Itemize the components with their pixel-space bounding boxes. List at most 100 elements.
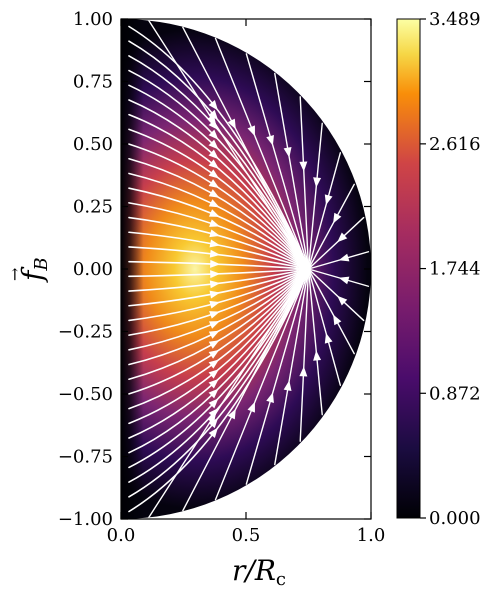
streamline-arrow <box>208 139 219 150</box>
streamline-inflow <box>307 268 370 287</box>
streamline-arrow <box>208 189 220 198</box>
streamline-inflow <box>307 268 365 322</box>
streamline-arrow <box>299 161 308 172</box>
x-tick-label: 0.5 <box>232 525 261 546</box>
y-tick-label: −0.25 <box>58 322 113 343</box>
streamline <box>128 260 310 270</box>
streamline-arrow <box>208 169 220 179</box>
streamline-arrow <box>210 270 221 279</box>
y-tick-label: 0.75 <box>73 72 113 93</box>
streamline-arrow <box>299 366 308 377</box>
streamline-arrow <box>313 350 322 361</box>
streamline <box>128 246 310 270</box>
streamline <box>128 268 310 469</box>
streamline-inflow <box>307 122 323 270</box>
streamline <box>128 268 310 292</box>
streamline-arrow <box>208 330 220 339</box>
streamline-arrow <box>283 147 292 158</box>
streamline-arrow <box>208 378 219 389</box>
streamline-arrow <box>209 219 220 227</box>
streamline-inflow <box>299 96 310 270</box>
streamline-inflow <box>148 268 310 518</box>
streamline <box>128 268 310 322</box>
colorbar-tick-label: 2.616 <box>429 134 481 155</box>
streamline <box>128 113 310 270</box>
colorbar-ticks: 3.489 2.616 1.744 0.872 0.000 <box>420 9 481 529</box>
streamline-arrow <box>266 392 274 404</box>
streamline-arrow <box>208 340 220 349</box>
colorbar <box>396 18 421 519</box>
streamline-inflow <box>299 268 310 442</box>
streamline <box>128 268 310 439</box>
streamline-arrow <box>208 359 220 369</box>
streamline-arrow <box>333 314 342 326</box>
streamline-arrow <box>209 280 221 289</box>
heatmap-field <box>121 19 371 519</box>
x-tick-label: 0.0 <box>107 525 136 546</box>
y-tick-label: −0.50 <box>58 384 113 405</box>
streamline-inflow <box>307 268 323 416</box>
streamline <box>128 268 310 278</box>
streamline <box>128 216 310 270</box>
streamline-arrow <box>324 332 333 344</box>
streamline-arrow <box>209 239 221 248</box>
streamline-inflow <box>274 72 310 270</box>
streamline <box>128 128 310 270</box>
streamline-arrow <box>227 408 236 420</box>
streamline-arrow <box>313 177 322 188</box>
streamline-arrow <box>208 179 220 189</box>
streamline-arrow <box>208 149 219 160</box>
streamline-arrow <box>208 398 219 409</box>
x-axis-label: r/Rc <box>232 554 286 590</box>
streamline-inflow <box>307 268 355 355</box>
y-tick-label: 1.00 <box>73 9 113 30</box>
streamline-inflow <box>274 268 310 466</box>
streamline <box>128 99 310 270</box>
colorbar-tick-label: 1.744 <box>429 259 481 280</box>
streamline-arrow <box>210 259 221 268</box>
streamline-arrow <box>338 276 350 285</box>
streamline <box>128 143 310 270</box>
x-tick-label: 1.0 <box>357 525 386 546</box>
streamline-arrow <box>208 209 220 217</box>
streamline-arrow <box>247 401 255 413</box>
streamline <box>128 268 310 366</box>
streamline-arrow <box>209 311 220 319</box>
streamline <box>128 187 310 270</box>
streamline-inflow <box>148 20 310 270</box>
streamline-arrow <box>208 99 218 111</box>
streamline <box>128 202 310 270</box>
streamline-inflow <box>307 183 355 270</box>
streamline-arrow <box>337 295 348 306</box>
streamline <box>128 268 310 395</box>
streamline-arrow <box>208 119 219 130</box>
streamline-inflow <box>307 152 342 270</box>
vector-arrow-icon: → <box>5 268 24 281</box>
streamline-arrow <box>208 388 219 399</box>
streamline <box>128 268 310 336</box>
streamline-inflow <box>245 53 310 270</box>
colorbar-tick-label: 0.872 <box>429 383 481 404</box>
streamline <box>128 231 310 270</box>
streamline <box>128 268 310 381</box>
streamline <box>128 172 310 270</box>
y-tick-label: 0.50 <box>73 134 113 155</box>
streamline <box>128 268 310 425</box>
streamline-arrow <box>208 129 219 140</box>
streamline-arrow <box>338 253 350 262</box>
streamline-inflow <box>307 268 342 386</box>
streamline-arrow <box>209 290 221 299</box>
streamline-arrow <box>337 232 348 243</box>
streamline <box>128 25 310 270</box>
streamline-inflow <box>307 216 365 270</box>
streamline-arrow <box>207 412 217 424</box>
streamline <box>128 268 310 410</box>
y-axis-label: fB → <box>5 257 52 283</box>
streamline-arrow <box>227 118 236 130</box>
streamlines <box>128 20 370 518</box>
streamline <box>128 69 310 270</box>
streamline-arrow <box>208 159 219 169</box>
streamline-arrow <box>209 249 221 258</box>
streamline-arrow <box>247 125 255 137</box>
